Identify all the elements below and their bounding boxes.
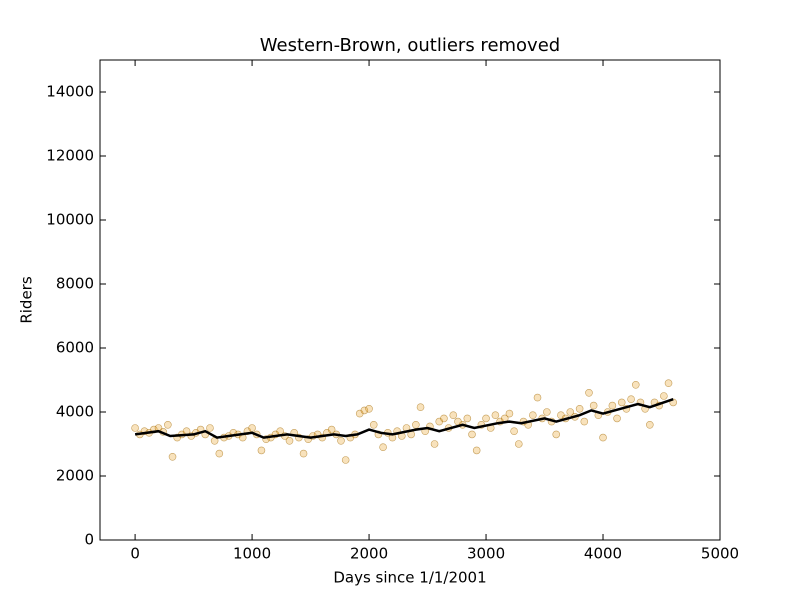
point [416,403,425,412]
point [533,393,542,402]
point [482,414,490,423]
point [365,404,373,413]
point [580,417,589,426]
point [627,395,635,404]
x-tick-label: 4000 [584,545,622,563]
point [505,409,514,418]
point [608,401,617,410]
point [257,446,266,455]
point [360,406,369,415]
point [585,388,593,397]
x-tick-label: 5000 [701,545,739,563]
point [463,414,472,423]
point [631,380,640,389]
y-tick-label: 4000 [56,403,94,421]
point [660,392,668,400]
point [543,408,551,416]
point [369,420,378,429]
y-tick-label: 0 [84,531,94,549]
point [215,449,224,458]
point [491,411,500,420]
point [299,449,308,458]
x-tick-label: 3000 [467,545,505,563]
point [613,414,621,423]
point [575,404,584,413]
point [468,430,476,439]
x-tick-label: 2000 [350,545,388,563]
point [617,398,626,407]
point [529,411,537,420]
point [449,411,458,420]
y-tick-label: 2000 [56,467,94,485]
point [472,446,481,455]
y-tick-label: 12000 [46,147,94,165]
y-axis-label: Riders [18,276,36,324]
point [379,443,387,452]
point [646,420,654,429]
point [664,379,673,388]
point [430,440,439,448]
y-tick-label: 10000 [46,211,94,229]
point [552,430,561,439]
trend-line [134,398,674,439]
x-axis-label: Days since 1/1/2001 [333,569,486,587]
point [206,424,214,432]
point [248,424,256,432]
y-tick-label: 14000 [46,83,94,101]
point [566,408,575,416]
x-tick-label: 0 [130,545,140,563]
y-tick-label: 8000 [56,275,94,293]
point [337,436,345,445]
point [168,452,177,461]
plot-frame [99,59,721,541]
point [285,436,294,445]
point [327,425,336,434]
chart-title: Western-Brown, outliers removed [260,35,560,56]
point [412,420,420,429]
x-tick-label: 1000 [233,545,271,563]
point [599,433,607,442]
point [510,427,518,436]
point [164,420,172,429]
point [589,401,598,410]
point [341,456,350,464]
y-tick-label: 6000 [56,339,94,357]
point [514,440,523,448]
point [440,414,448,423]
point [131,424,139,432]
